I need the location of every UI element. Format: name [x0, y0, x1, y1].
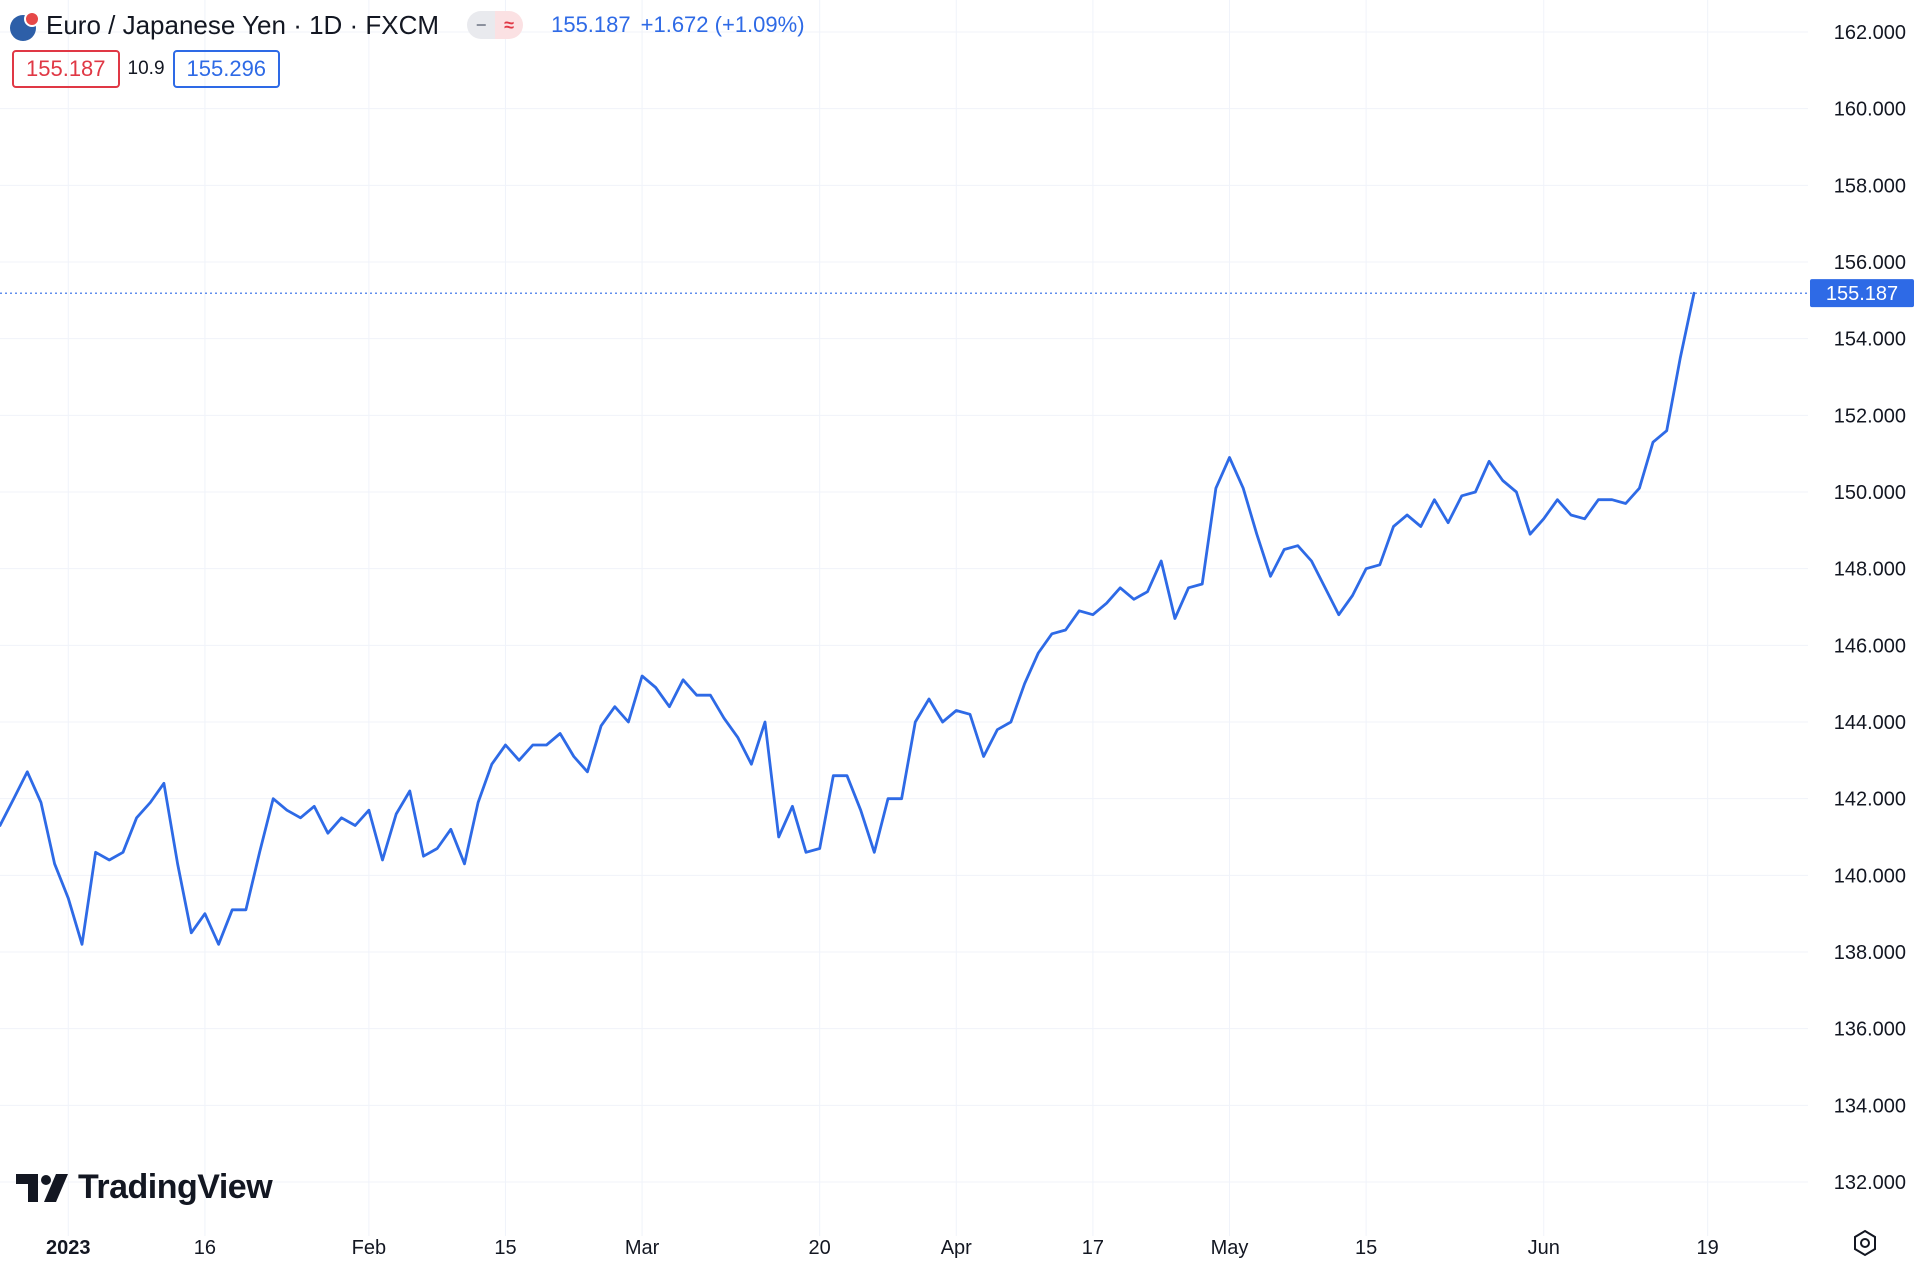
- symbol-legend: Euro / Japanese Yen · 1D · FXCM − ≈ 155.…: [10, 8, 805, 42]
- sell-price-button[interactable]: 155.187: [12, 50, 120, 88]
- buy-price-button[interactable]: 155.296: [172, 50, 281, 88]
- wave-icon[interactable]: ≈: [495, 11, 524, 39]
- y-tick-label: 156.000: [1834, 252, 1906, 274]
- tradingview-logo[interactable]: TradingView: [16, 1168, 273, 1207]
- grid-lines: [0, 0, 1808, 1236]
- x-tick-label: May: [1211, 1237, 1249, 1259]
- chart-style-toggle[interactable]: − ≈: [467, 11, 524, 39]
- y-tick-label: 142.000: [1834, 789, 1906, 811]
- spread-value: 10.9: [127, 58, 165, 79]
- x-tick-label: Jun: [1528, 1237, 1560, 1259]
- y-tick-label: 162.000: [1834, 22, 1906, 44]
- y-tick-label: 148.000: [1834, 559, 1906, 581]
- y-tick-label: 144.000: [1834, 712, 1906, 734]
- symbol-title[interactable]: Euro / Japanese Yen · 1D · FXCM: [46, 9, 440, 40]
- y-axis: 162.000 160.000 158.000 156.000 154.000 152.0…: [1834, 22, 1906, 1194]
- y-tick-label: 160.000: [1834, 99, 1906, 121]
- settings-icon[interactable]: [1850, 1228, 1880, 1258]
- x-tick-label: 2023: [46, 1237, 91, 1259]
- last-price-badge: 155.187: [1810, 279, 1914, 308]
- x-tick-label: 17: [1082, 1237, 1104, 1259]
- tradingview-logo-icon: [16, 1173, 68, 1202]
- eu-jp-flag-icon[interactable]: [10, 11, 40, 41]
- y-tick-label: 150.000: [1834, 482, 1906, 504]
- series-line: [0, 291, 1696, 946]
- x-tick-label: 15: [494, 1237, 516, 1259]
- x-tick-label: 19: [1697, 1237, 1719, 1259]
- x-tick-label: Feb: [352, 1237, 386, 1259]
- x-axis: 2023 16 Feb 15 Mar 20 Apr 17 May 15 Jun 19: [46, 1237, 1719, 1259]
- x-tick-label: Mar: [625, 1237, 660, 1259]
- y-tick-label: 158.000: [1834, 175, 1906, 197]
- y-tick-label: 138.000: [1834, 942, 1906, 964]
- y-tick-label: 140.000: [1834, 865, 1906, 887]
- data-points: [0, 293, 1695, 945]
- y-tick-label: 136.000: [1834, 1019, 1906, 1041]
- x-tick-label: 16: [194, 1237, 216, 1259]
- y-tick-label: 154.000: [1834, 329, 1906, 351]
- y-tick-label: 132.000: [1834, 1172, 1906, 1194]
- legend-change: +1.672 (+1.09%): [640, 12, 805, 37]
- x-tick-label: Apr: [941, 1237, 972, 1259]
- y-tick-label: 146.000: [1834, 635, 1906, 657]
- quote-boxes: 155.187 10.9 155.296: [12, 50, 281, 88]
- y-tick-label: 134.000: [1834, 1095, 1906, 1117]
- last-price-value: 155.187: [1826, 283, 1898, 305]
- minus-icon[interactable]: −: [467, 11, 496, 39]
- brand-name: TradingView: [78, 1168, 273, 1206]
- legend-price: 155.187: [551, 12, 631, 37]
- x-tick-label: 15: [1355, 1237, 1377, 1259]
- x-tick-label: 20: [809, 1237, 831, 1259]
- y-tick-label: 152.000: [1834, 405, 1906, 427]
